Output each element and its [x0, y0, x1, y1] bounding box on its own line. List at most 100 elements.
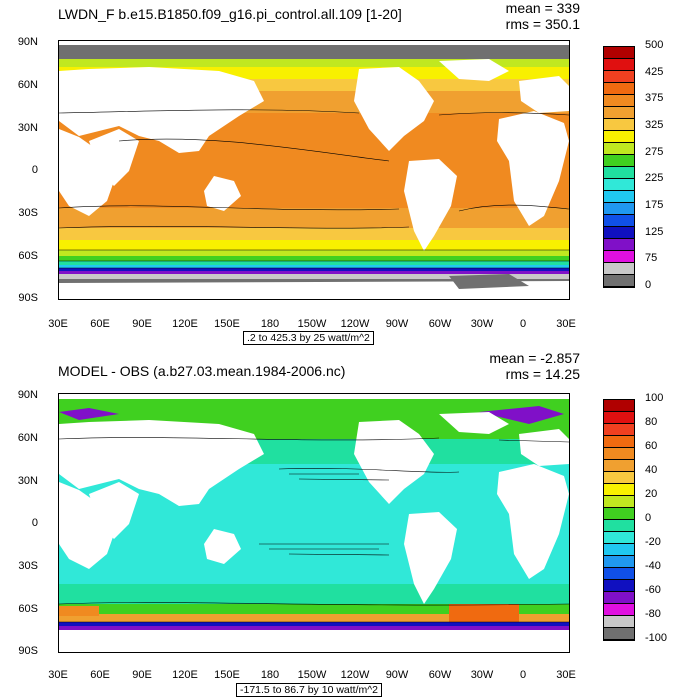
colorbar-swatch [604, 568, 634, 580]
colorbar-swatch [604, 412, 634, 424]
panel1-mean: mean = 339 [505, 0, 580, 16]
colorbar-label: 225 [645, 172, 664, 185]
colorbar-swatch [604, 131, 634, 143]
colorbar-label: -40 [645, 560, 661, 572]
colorbar-swatch [604, 143, 634, 155]
panel1-xtick: 0 [519, 318, 527, 330]
colorbar-swatch [604, 239, 634, 251]
panel1-ytick: 0 [31, 164, 38, 176]
colorbar-swatch [604, 119, 634, 131]
colorbar-swatch [604, 227, 634, 239]
panel2-xtick: 180 [260, 669, 280, 681]
colorbar-label: -80 [645, 608, 661, 620]
colorbar-label: 500 [645, 39, 664, 51]
colorbar-swatch [604, 604, 634, 616]
colorbar-swatch [604, 496, 634, 508]
panel2-map [58, 393, 570, 653]
panel1-ytick: 30N [17, 122, 38, 134]
colorbar-swatch [604, 532, 634, 544]
panel2-ytick: 60S [18, 603, 38, 615]
panel1-map [58, 40, 570, 300]
colorbar-label: 40 [645, 464, 658, 476]
panel2-mean: mean = -2.857 [489, 350, 580, 366]
colorbar-label: 375 [645, 92, 664, 105]
colorbar-label: 0 [645, 512, 652, 524]
colorbar-label: -60 [645, 584, 661, 596]
panel1-xtick: 90E [132, 318, 152, 330]
panel2-ytick: 30N [17, 475, 38, 487]
colorbar-label: 60 [645, 440, 658, 452]
colorbar-swatch [604, 191, 634, 203]
panel1-xtick: 30W [470, 318, 494, 330]
colorbar-label: 0 [645, 279, 652, 291]
colorbar-swatch [604, 448, 634, 460]
panel2-xtick: 150E [214, 669, 240, 681]
colorbar-label: -100 [645, 632, 668, 644]
panel2-colorbar [603, 399, 635, 641]
panel1-ytick: 60S [18, 250, 38, 262]
panel1-xtick: 60W [428, 318, 452, 330]
colorbar-swatch [604, 400, 634, 412]
panel1-xtick: 90W [385, 318, 409, 330]
colorbar-swatch [604, 544, 634, 556]
colorbar-label: 75 [645, 252, 658, 265]
colorbar-swatch [604, 95, 634, 107]
panel2-xtick: 120E [172, 669, 198, 681]
colorbar-swatch [604, 203, 634, 215]
panel2-xtick: 120W [340, 669, 370, 681]
panel1-title: LWDN_F b.e15.B1850.f09_g16.pi_control.al… [58, 6, 402, 22]
panel2-ytick: 60N [17, 432, 38, 444]
colorbar-swatch [604, 460, 634, 472]
panel1-ytick: 90N [17, 36, 38, 48]
panel2-xtick: 30E [556, 669, 576, 681]
colorbar-swatch [604, 107, 634, 119]
colorbar-swatch [604, 520, 634, 532]
panel2-range-label: -171.5 to 86.7 by 10 watt/m^2 [236, 683, 383, 697]
panel1-range-label: .2 to 425.3 by 25 watt/m^2 [243, 331, 374, 345]
colorbar-swatch [604, 59, 634, 71]
colorbar-swatch [604, 508, 634, 520]
colorbar-swatch [604, 167, 634, 179]
colorbar-swatch [604, 47, 634, 59]
panel2-xtick: 60W [428, 669, 452, 681]
colorbar-swatch [604, 484, 634, 496]
panel1-xtick: 150E [214, 318, 240, 330]
colorbar-label: 275 [645, 145, 664, 158]
panel1-map-svg [59, 41, 569, 299]
colorbar-label: -20 [645, 536, 661, 548]
colorbar-label: 20 [645, 488, 658, 500]
panel1-xtick: 180 [260, 318, 280, 330]
colorbar-label: 100 [645, 392, 664, 404]
panel1-xtick: 120E [172, 318, 198, 330]
panel1-xtick: 60E [90, 318, 110, 330]
colorbar-swatch [604, 215, 634, 227]
panel2-xtick: 90E [132, 669, 152, 681]
panel2-xtick: 30E [48, 669, 68, 681]
colorbar-swatch [604, 616, 634, 628]
panel1-ytick: 60N [17, 79, 38, 91]
colorbar-swatch [604, 628, 634, 640]
panel2-xtick: 150W [297, 669, 327, 681]
colorbar-swatch [604, 472, 634, 484]
panel2-ytick: 30S [18, 560, 38, 572]
panel2-ytick: 90N [17, 389, 38, 401]
colorbar-swatch [604, 179, 634, 191]
panel2-ytick: 90S [18, 645, 38, 657]
panel1-xtick: 120W [340, 318, 370, 330]
panel2-ytick: 0 [31, 517, 38, 529]
colorbar-label: 325 [645, 119, 664, 131]
colorbar-swatch [604, 580, 634, 592]
colorbar-swatch [604, 424, 634, 436]
colorbar-swatch [604, 275, 634, 287]
panel1-colorbar [603, 46, 635, 288]
colorbar-swatch [604, 71, 634, 83]
panel1-xtick: 30E [48, 318, 68, 330]
panel2-xtick: 60E [90, 669, 110, 681]
colorbar-label: 80 [645, 416, 658, 428]
colorbar-swatch [604, 263, 634, 275]
colorbar-swatch [604, 556, 634, 568]
colorbar-swatch [604, 83, 634, 95]
panel2-map-svg [59, 394, 569, 652]
panel2-title: MODEL - OBS (a.b27.03.mean.1984-2006.nc) [58, 363, 346, 379]
colorbar-label: 125 [645, 225, 664, 238]
